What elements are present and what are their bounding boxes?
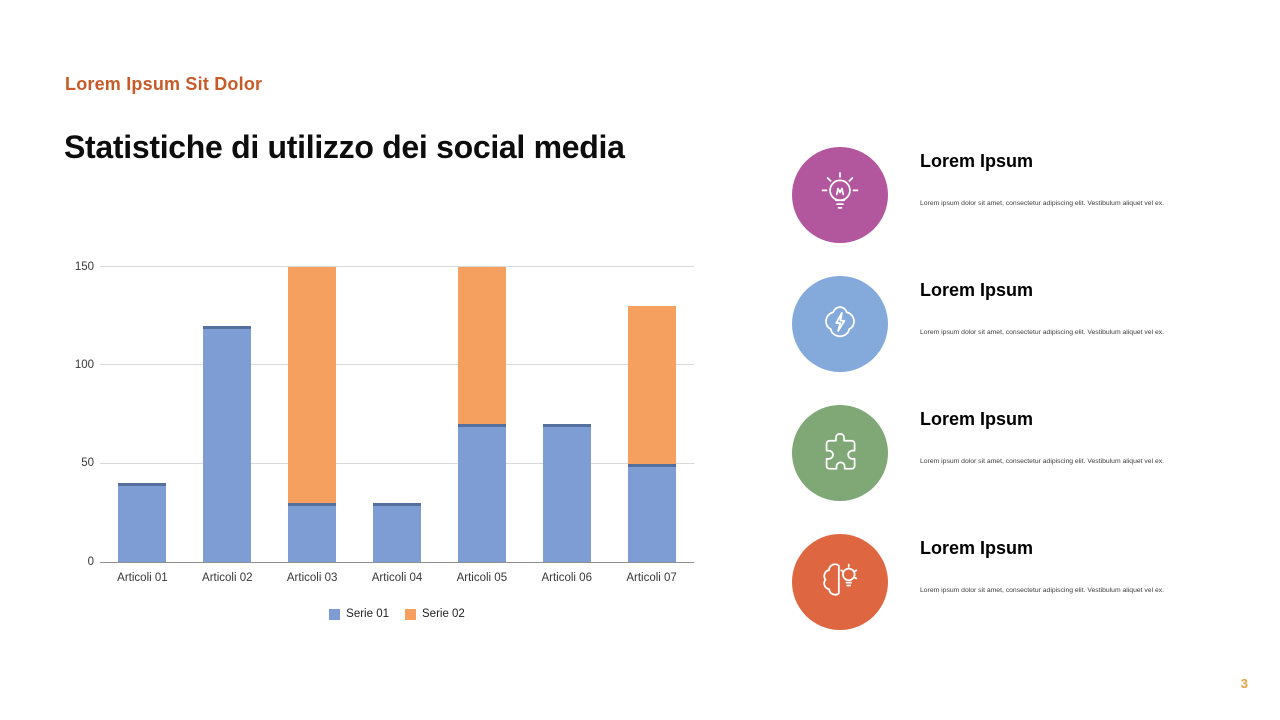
bar-serie-02 — [457, 267, 506, 425]
bar-group-articoli-02 — [185, 267, 270, 562]
bar-chart: 0 50 100 150 Articoli 01 Articoli 02 Articoli… — [75, 261, 694, 620]
feature-title: Lorem Ipsum — [920, 280, 1034, 300]
y-tick-label: 100 — [74, 358, 94, 371]
creative-brain-icon — [792, 534, 888, 630]
feature-title: Lorem Ipsum — [920, 538, 1034, 558]
bar-group-articoli-06 — [524, 267, 609, 562]
feature-title: Lorem Ipsum — [920, 409, 1034, 429]
page-number: 3 — [1240, 676, 1248, 691]
bar-group-articoli-01 — [100, 267, 185, 562]
bar-serie-01 — [288, 503, 337, 562]
chart-legend: Serie 01 Serie 02 — [100, 608, 694, 620]
x-axis-label: Articoli 03 — [286, 572, 338, 584]
x-axis-label: Articoli 04 — [371, 572, 423, 584]
feature-text: Lorem Ipsum Lorem ipsum dolor sit amet, c… — [920, 405, 1164, 465]
feature-text: Lorem Ipsum Lorem ipsum dolor sit amet, c… — [920, 147, 1164, 207]
legend-item: Serie 02 — [405, 608, 465, 620]
feature-item: Lorem Ipsum Lorem ipsum dolor sit amet, c… — [792, 147, 1222, 243]
bar-group-articoli-03 — [270, 267, 355, 562]
puzzle-icon — [792, 405, 888, 501]
bar-group-articoli-05 — [439, 267, 524, 562]
x-axis-label: Articoli 07 — [626, 572, 677, 584]
bar-group-articoli-04 — [355, 267, 440, 562]
feature-description: Lorem ipsum dolor sit amet, consectetur … — [920, 457, 1165, 465]
bar-serie-01 — [118, 483, 167, 562]
feature-description: Lorem ipsum dolor sit amet, consectetur … — [920, 328, 1165, 336]
legend-swatch — [329, 608, 341, 620]
feature-item: Lorem Ipsum Lorem ipsum dolor sit amet, c… — [792, 534, 1222, 630]
feature-text: Lorem Ipsum Lorem ipsum dolor sit amet, c… — [920, 534, 1164, 594]
x-axis-label: Articoli 01 — [117, 572, 168, 584]
feature-text: Lorem Ipsum Lorem ipsum dolor sit amet, c… — [920, 276, 1164, 336]
kicker: Lorem Ipsum Sit Dolor — [65, 74, 263, 94]
legend-item: Serie 01 — [329, 608, 389, 620]
x-axis-label: Articoli 02 — [202, 572, 253, 584]
legend-label: Serie 01 — [346, 608, 389, 620]
gridline — [100, 462, 694, 464]
x-axis-labels: Articoli 01 Articoli 02 Articoli 03 Articol… — [100, 572, 694, 584]
bar-serie-01 — [542, 424, 591, 562]
feature-item: Lorem Ipsum Lorem ipsum dolor sit amet, c… — [792, 276, 1222, 372]
y-tick-label: 0 — [87, 555, 94, 568]
bar-serie-02 — [627, 306, 676, 464]
y-tick-label: 150 — [74, 260, 94, 273]
gridline — [100, 266, 694, 267]
bar-group-articoli-07 — [609, 267, 694, 562]
y-axis: 0 50 100 150 — [52, 261, 94, 567]
feature-title: Lorem Ipsum — [920, 151, 1034, 171]
brainstorm-icon — [792, 276, 888, 372]
feature-description: Lorem ipsum dolor sit amet, consectetur … — [920, 199, 1165, 207]
bar-serie-01 — [203, 326, 252, 562]
feature-list: Lorem Ipsum Lorem ipsum dolor sit amet, c… — [792, 147, 1222, 630]
bar-serie-01 — [373, 503, 421, 562]
feature-item: Lorem Ipsum Lorem ipsum dolor sit amet, c… — [792, 405, 1222, 501]
x-axis-label: Articoli 06 — [541, 572, 592, 584]
bar-serie-01 — [627, 463, 676, 562]
legend-swatch — [405, 608, 416, 620]
bar-serie-01 — [457, 424, 506, 562]
idea-head-icon — [792, 147, 888, 243]
bar-serie-02 — [288, 267, 337, 503]
gridline — [100, 364, 694, 366]
x-axis-label: Articoli 05 — [456, 572, 508, 584]
plot-area: 0 50 100 150 — [75, 261, 694, 567]
y-tick-label: 50 — [81, 456, 94, 469]
legend-label: Serie 02 — [422, 608, 465, 620]
feature-description: Lorem ipsum dolor sit amet, consectetur … — [920, 586, 1165, 594]
page-title: Statistiche di utilizzo dei social media — [64, 129, 625, 165]
